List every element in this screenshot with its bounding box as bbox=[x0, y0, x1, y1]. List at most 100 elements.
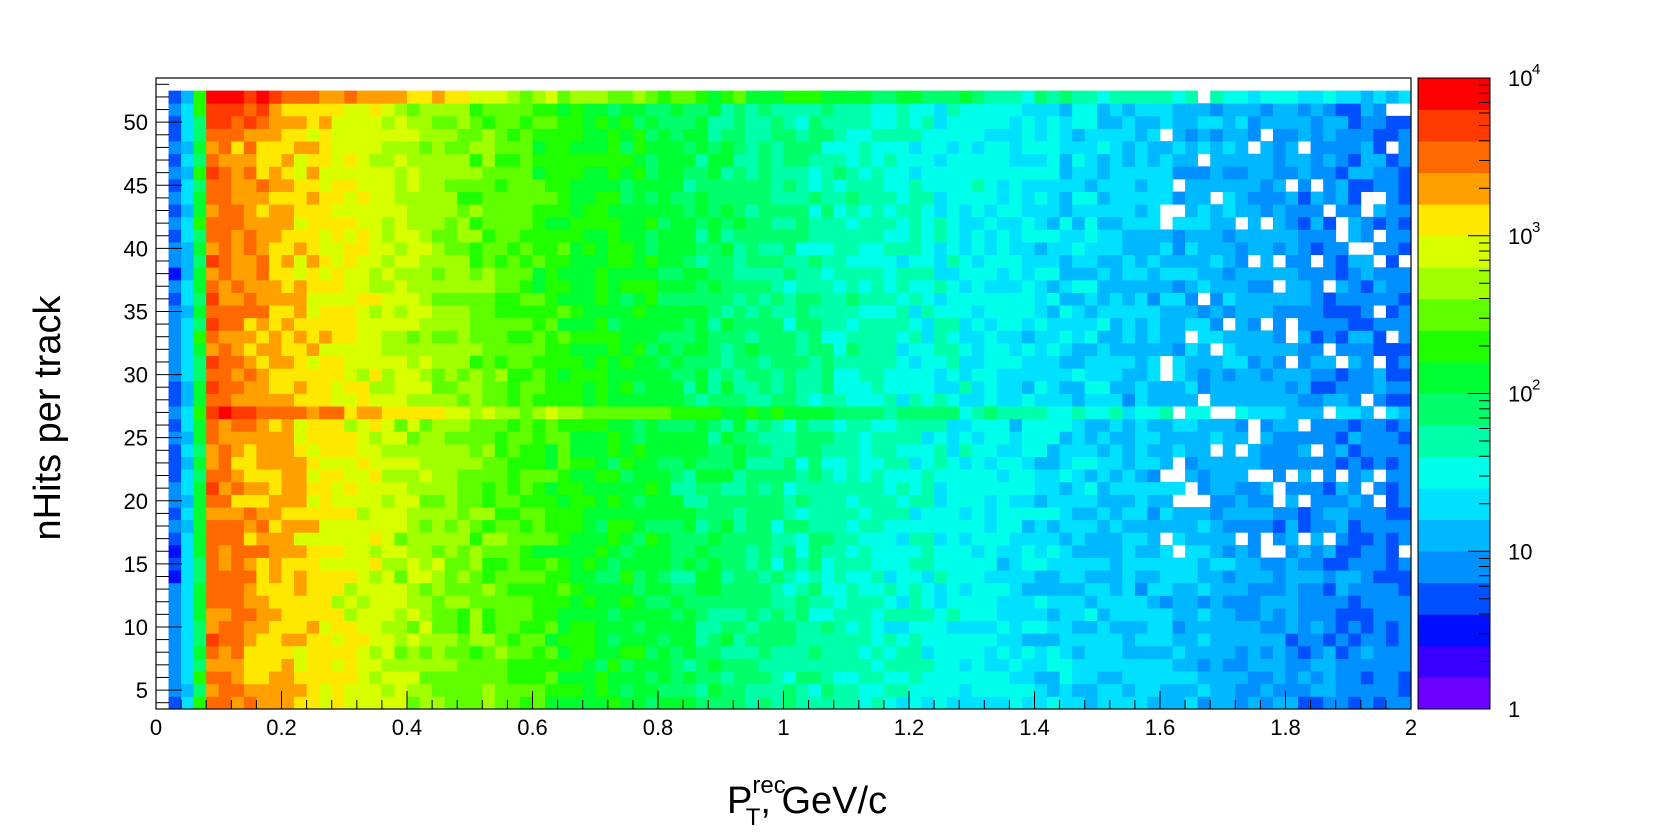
heatmap-cell bbox=[1373, 115, 1387, 129]
heatmap-cell bbox=[658, 153, 671, 167]
heatmap-cell bbox=[959, 330, 973, 344]
heatmap-cell bbox=[268, 305, 282, 319]
heatmap-cell bbox=[1009, 178, 1023, 192]
heatmap-cell bbox=[1109, 431, 1123, 445]
heatmap-cell bbox=[996, 305, 1010, 319]
heatmap-cell bbox=[545, 443, 558, 457]
heatmap-cell bbox=[1373, 418, 1387, 432]
heatmap-cell bbox=[218, 115, 232, 129]
heatmap-cell bbox=[1285, 267, 1299, 281]
heatmap-cell bbox=[532, 633, 546, 647]
heatmap-cell bbox=[1047, 355, 1060, 369]
heatmap-cell bbox=[695, 507, 709, 521]
heatmap-cell bbox=[1272, 443, 1286, 457]
heatmap-cell bbox=[407, 254, 420, 268]
heatmap-cell bbox=[1009, 683, 1023, 697]
heatmap-cell bbox=[871, 443, 885, 457]
heatmap-cell bbox=[1059, 608, 1073, 622]
heatmap-cell bbox=[507, 582, 521, 596]
heatmap-cell bbox=[632, 658, 646, 672]
heatmap-cell bbox=[833, 380, 847, 394]
heatmap-cell bbox=[883, 128, 897, 142]
heatmap-cell bbox=[582, 544, 596, 558]
heatmap-cell bbox=[1398, 582, 1412, 596]
heatmap-cell bbox=[658, 267, 671, 281]
heatmap-cell bbox=[683, 418, 697, 432]
heatmap-cell bbox=[294, 166, 307, 180]
heatmap-cell bbox=[1059, 242, 1073, 256]
heatmap-cell bbox=[683, 570, 697, 584]
heatmap-cell bbox=[381, 254, 395, 268]
heatmap-cell bbox=[1385, 469, 1399, 483]
heatmap-cell bbox=[319, 544, 333, 558]
heatmap-cell bbox=[645, 229, 659, 243]
heatmap-cell bbox=[1285, 696, 1299, 710]
heatmap-cell bbox=[306, 469, 320, 483]
heatmap-cell bbox=[1285, 292, 1299, 306]
heatmap-cell bbox=[695, 443, 709, 457]
heatmap-cell bbox=[708, 166, 722, 180]
heatmap-cell bbox=[331, 153, 345, 167]
heatmap-cell bbox=[833, 90, 847, 104]
heatmap-cell bbox=[796, 330, 809, 344]
heatmap-cell bbox=[1109, 633, 1123, 647]
heatmap-cell bbox=[1247, 658, 1261, 672]
heatmap-cell bbox=[1272, 620, 1286, 634]
heatmap-cell bbox=[1210, 418, 1224, 432]
heatmap-cell bbox=[1385, 166, 1399, 180]
heatmap-cell bbox=[294, 380, 307, 394]
heatmap-cell bbox=[281, 633, 295, 647]
heatmap-cell bbox=[1222, 229, 1236, 243]
heatmap-cell bbox=[758, 456, 772, 470]
heatmap-cell bbox=[557, 141, 571, 155]
heatmap-cell bbox=[1147, 229, 1161, 243]
heatmap-cell bbox=[733, 481, 747, 495]
heatmap-cell bbox=[494, 406, 508, 420]
heatmap-cell bbox=[1360, 128, 1374, 142]
heatmap-cell bbox=[883, 242, 897, 256]
heatmap-cell bbox=[168, 406, 182, 420]
heatmap-cell bbox=[833, 292, 847, 306]
heatmap-cell bbox=[294, 481, 307, 495]
heatmap-cell bbox=[1109, 683, 1123, 697]
heatmap-cell bbox=[1348, 620, 1362, 634]
heatmap-cell bbox=[243, 431, 257, 445]
heatmap-cell bbox=[896, 90, 910, 104]
heatmap-cell bbox=[946, 153, 960, 167]
heatmap-cell bbox=[432, 406, 446, 420]
heatmap-cell bbox=[720, 305, 734, 319]
heatmap-cell bbox=[1247, 305, 1261, 319]
heatmap-cell bbox=[206, 141, 220, 155]
heatmap-cell bbox=[846, 267, 860, 281]
heatmap-cell bbox=[557, 418, 571, 432]
heatmap-cell bbox=[1360, 557, 1374, 571]
heatmap-cell bbox=[733, 671, 747, 685]
heatmap-cell bbox=[620, 658, 634, 672]
heatmap-cell bbox=[833, 115, 847, 129]
heatmap-cell bbox=[1185, 393, 1199, 407]
heatmap-cell bbox=[419, 355, 433, 369]
heatmap-cell bbox=[407, 507, 420, 521]
heatmap-cell bbox=[1059, 658, 1073, 672]
heatmap-cell bbox=[1260, 330, 1274, 344]
heatmap-cell bbox=[1122, 620, 1136, 634]
heatmap-cell bbox=[394, 103, 408, 117]
heatmap-cell bbox=[1272, 406, 1286, 420]
heatmap-cell bbox=[1323, 443, 1337, 457]
x-axis-label: Prec T, GeV/c bbox=[727, 772, 887, 831]
heatmap-cell bbox=[231, 90, 245, 104]
heatmap-cell bbox=[394, 544, 408, 558]
heatmap-cell bbox=[1197, 103, 1211, 117]
heatmap-cell bbox=[482, 191, 496, 205]
heatmap-cell bbox=[519, 103, 533, 117]
heatmap-cell bbox=[582, 90, 596, 104]
heatmap-cell bbox=[858, 153, 872, 167]
heatmap-cell bbox=[871, 683, 885, 697]
heatmap-cell bbox=[432, 519, 446, 533]
heatmap-cell bbox=[1310, 393, 1324, 407]
heatmap-cell bbox=[545, 519, 558, 533]
heatmap-cell bbox=[570, 305, 584, 319]
heatmap-cell bbox=[934, 456, 948, 470]
heatmap-cell bbox=[632, 279, 646, 293]
heatmap-cell bbox=[871, 368, 885, 382]
